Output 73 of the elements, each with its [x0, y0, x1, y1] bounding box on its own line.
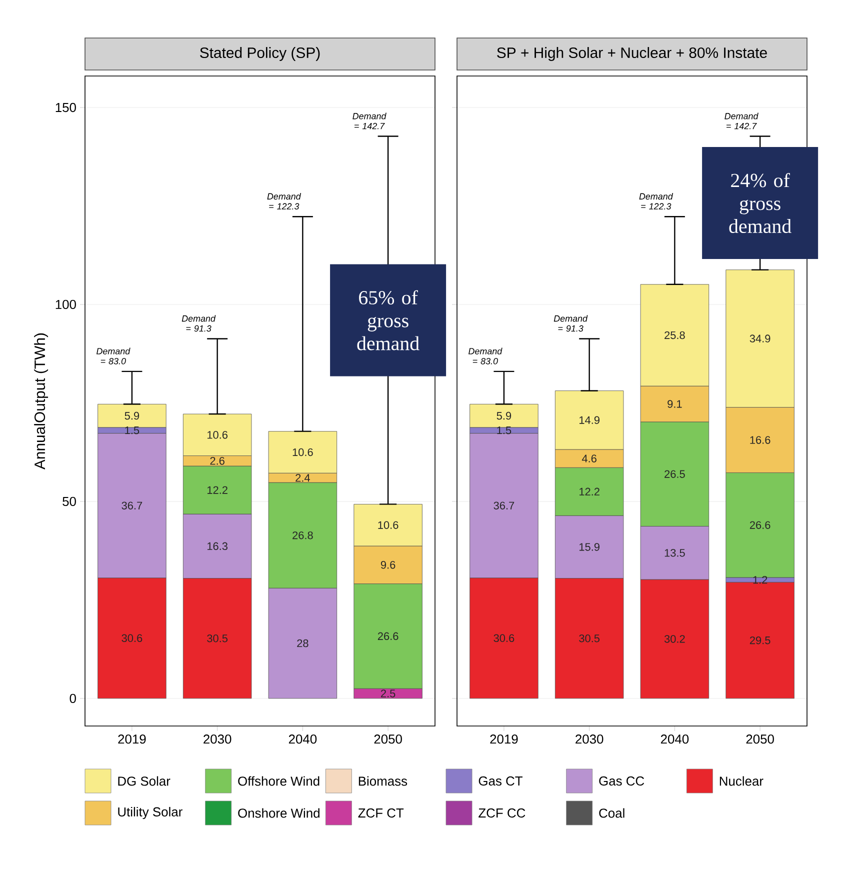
data-label: 26.8 — [292, 531, 313, 540]
data-label: 30.2 — [664, 635, 685, 643]
data-label: 28 — [297, 639, 308, 648]
data-label: 2.6 — [210, 457, 224, 465]
x-tick-label: 2030 — [204, 734, 232, 744]
data-label: 30.6 — [494, 634, 514, 642]
annotation: Demand = 142.7 — [724, 112, 758, 130]
x-tick-label: 2019 — [490, 734, 518, 744]
legend-label: ZCF CT — [358, 808, 404, 818]
legend-label: Offshore Wind — [238, 776, 320, 786]
data-label: 16.6 — [750, 436, 770, 444]
bar — [726, 582, 794, 699]
data-label: 36.7 — [122, 502, 142, 510]
data-label: 30.5 — [207, 634, 228, 642]
annotation: Demand = 91.3 — [182, 315, 216, 332]
y-tick-label: 150 — [56, 102, 76, 112]
annotation: Demand = 122.3 — [639, 192, 674, 210]
y-axis-title: AnnualOutput (TWh) — [34, 333, 48, 470]
y-tick-label: 100 — [56, 300, 76, 310]
annotation: Demand = 83.0 — [468, 348, 502, 364]
legend-label: Nuclear — [720, 776, 764, 786]
data-label: 30.6 — [122, 634, 142, 642]
annotation: Demand = 122.3 — [267, 192, 302, 210]
data-label: 1.5 — [497, 426, 512, 434]
chart-title: SP + High Solar + Nuclear + 80% Instate — [497, 47, 767, 61]
data-label: 13.5 — [664, 548, 685, 557]
x-tick-label: 2050 — [374, 734, 402, 744]
legend-label: Coal — [599, 808, 624, 818]
data-label: 26.6 — [378, 632, 398, 640]
data-label: 4.6 — [582, 454, 596, 462]
data-label: 12.2 — [207, 486, 228, 494]
x-tick-label: 2019 — [118, 734, 146, 744]
data-label: 26.5 — [664, 470, 685, 478]
data-label: 15.9 — [579, 543, 600, 551]
y-tick-label: 50 — [62, 496, 76, 506]
annotation: Demand = 91.3 — [554, 315, 588, 332]
data-label: 1.5 — [125, 426, 140, 434]
data-label: 9.6 — [380, 561, 396, 569]
legend-label: Gas CC — [599, 776, 644, 786]
y-tick-label: 0 — [70, 694, 76, 704]
data-label: 26.6 — [750, 521, 770, 529]
x-tick-label: 2040 — [660, 734, 689, 744]
data-label: 5.9 — [124, 412, 140, 420]
annotation: Demand = 142.7 — [352, 112, 386, 130]
data-label: 16.3 — [207, 542, 228, 550]
legend-label: Biomass — [358, 776, 408, 786]
x-tick-label: 2040 — [288, 734, 317, 744]
data-label: 5.9 — [496, 412, 512, 420]
legend-label: Utility Solar — [118, 806, 182, 820]
annotation: Demand = 83.0 — [96, 348, 130, 364]
chart-title: Stated Policy (SP) — [200, 47, 320, 61]
data-label: 2.5 — [380, 690, 396, 698]
data-label: 25.8 — [664, 331, 685, 340]
data-label: 34.9 — [750, 334, 770, 342]
data-label: 29.5 — [750, 636, 770, 644]
data-label: 14.9 — [579, 416, 600, 424]
data-label: 30.5 — [579, 634, 600, 642]
x-tick-label: 2030 — [576, 734, 604, 744]
data-label: 9.1 — [668, 400, 682, 408]
data-label: 2.4 — [296, 474, 310, 482]
x-tick-label: 2050 — [746, 734, 774, 744]
data-label: 1.2 — [753, 576, 768, 584]
data-label: 12.2 — [579, 488, 600, 496]
annotation: 24% of gross demand — [729, 173, 792, 234]
data-label: 10.6 — [207, 431, 228, 439]
legend-label: DG Solar — [118, 776, 170, 786]
data-label: 10.6 — [378, 521, 398, 529]
data-label: 10.6 — [292, 448, 313, 456]
legend-label: ZCF CC — [478, 808, 526, 818]
annotation: 65% of gross demand — [357, 290, 420, 350]
data-label: 36.7 — [494, 502, 514, 510]
legend-label: Onshore Wind — [238, 808, 320, 818]
legend-label: Gas CT — [478, 776, 522, 786]
